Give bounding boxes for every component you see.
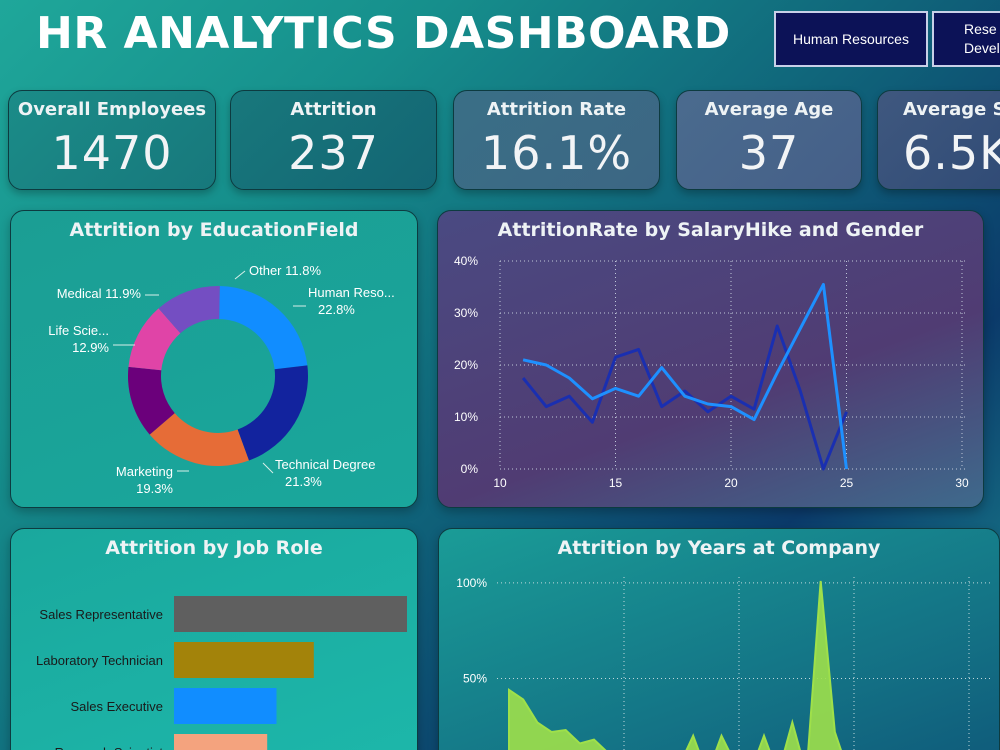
x-tick-label: 20 <box>724 476 738 490</box>
bar-category-label: Laboratory Technician <box>36 653 163 668</box>
y-tick-label: 0% <box>461 462 479 476</box>
bar[interactable] <box>174 642 314 678</box>
dept-button-label: Rese Devel <box>964 21 1000 56</box>
bar-category-label: Sales Representative <box>39 607 163 622</box>
donut-value-label: 22.8% <box>318 302 355 317</box>
kpi-label: Overall Employees <box>17 99 207 120</box>
donut-slice[interactable] <box>237 365 308 461</box>
kpi-value: 237 <box>288 126 379 180</box>
y-tick-label: 40% <box>454 254 478 268</box>
donut-value-label: 19.3% <box>136 481 173 496</box>
donut-leader-line <box>262 462 274 474</box>
donut-label: Technical Degree <box>275 457 375 472</box>
donut-slice[interactable] <box>149 413 249 467</box>
dept-button-human-resources[interactable]: Human Resources <box>774 11 928 67</box>
bar-category-label: Sales Executive <box>71 699 164 714</box>
y-tick-label: 100% <box>456 576 487 590</box>
chart-card-salary-hike: AttritionRate by SalaryHike and Gender 0… <box>437 210 984 508</box>
chart-card-years-at-company: Attrition by Years at Company 50% 100% <box>438 528 1000 750</box>
donut-chart: Human Reso... 22.8% Technical Degree 21.3% M… <box>48 263 395 496</box>
chart-card-education-field: Attrition by EducationField Human Reso..… <box>10 210 418 508</box>
donut-slice[interactable] <box>128 308 181 371</box>
kpi-card-attrition-rate: Attrition Rate 16.1% <box>453 90 660 190</box>
y-tick-label: 30% <box>454 306 478 320</box>
donut-label: Human Reso... <box>308 285 395 300</box>
kpi-value: 6.5K <box>903 126 1000 180</box>
y-tick-label: 20% <box>454 358 478 372</box>
y-tick-label: 50% <box>463 671 487 685</box>
bar-chart: Sales Representative Laboratory Technicia… <box>36 596 407 750</box>
line-chart: 0% 10% 20% 30% 40% 10 15 20 25 30 <box>454 254 969 490</box>
kpi-label: Average Age <box>704 99 834 120</box>
kpi-card-overall-employees: Overall Employees 1470 <box>8 90 216 190</box>
chart-title: Attrition by EducationField <box>69 219 359 241</box>
dept-button-label: Human Resources <box>793 30 909 47</box>
y-tick-label: 10% <box>454 410 478 424</box>
dept-button-research-development[interactable]: Rese Devel <box>932 11 1000 67</box>
x-tick-label: 25 <box>840 476 854 490</box>
x-tick-label: 15 <box>609 476 623 490</box>
line-series[interactable] <box>522 282 848 470</box>
kpi-value: 16.1% <box>480 126 633 180</box>
donut-leader-line <box>234 270 246 280</box>
donut-value-label: 21.3% <box>285 474 322 489</box>
bar[interactable] <box>174 734 268 750</box>
x-tick-label: 30 <box>955 476 969 490</box>
kpi-label: Average Sa <box>903 99 1000 120</box>
donut-value-label: 12.9% <box>72 340 109 355</box>
bar[interactable] <box>174 596 407 632</box>
kpi-label: Attrition <box>290 99 377 120</box>
donut-label: Other 11.8% <box>249 263 321 278</box>
donut-slice[interactable] <box>158 286 220 334</box>
area-chart: 50% 100% <box>456 576 991 750</box>
donut-label: Marketing <box>116 464 173 479</box>
kpi-card-average-salary: Average Sa 6.5K <box>877 90 1000 190</box>
chart-title: AttritionRate by SalaryHike and Gender <box>497 219 924 241</box>
x-tick-label: 10 <box>493 476 507 490</box>
chart-title: Attrition by Job Role <box>105 537 323 559</box>
line-series[interactable] <box>521 324 848 471</box>
donut-slice[interactable] <box>128 366 175 435</box>
area-series[interactable] <box>508 580 849 750</box>
donut-slice[interactable] <box>219 286 308 370</box>
dashboard-title: HR ANALYTICS DASHBOARD <box>36 8 731 59</box>
kpi-card-attrition: Attrition 237 <box>230 90 437 190</box>
kpi-value: 1470 <box>51 126 173 180</box>
kpi-card-average-age: Average Age 37 <box>676 90 862 190</box>
chart-card-job-role: Attrition by Job Role Sales Representati… <box>10 528 418 750</box>
donut-label: Life Scie... <box>48 323 109 338</box>
bar[interactable] <box>174 688 277 724</box>
donut-label: Medical 11.9% <box>57 286 142 301</box>
chart-title: Attrition by Years at Company <box>557 537 881 559</box>
bar-category-label: Research Scientist <box>55 745 164 750</box>
kpi-value: 37 <box>738 126 800 180</box>
kpi-label: Attrition Rate <box>486 99 627 120</box>
